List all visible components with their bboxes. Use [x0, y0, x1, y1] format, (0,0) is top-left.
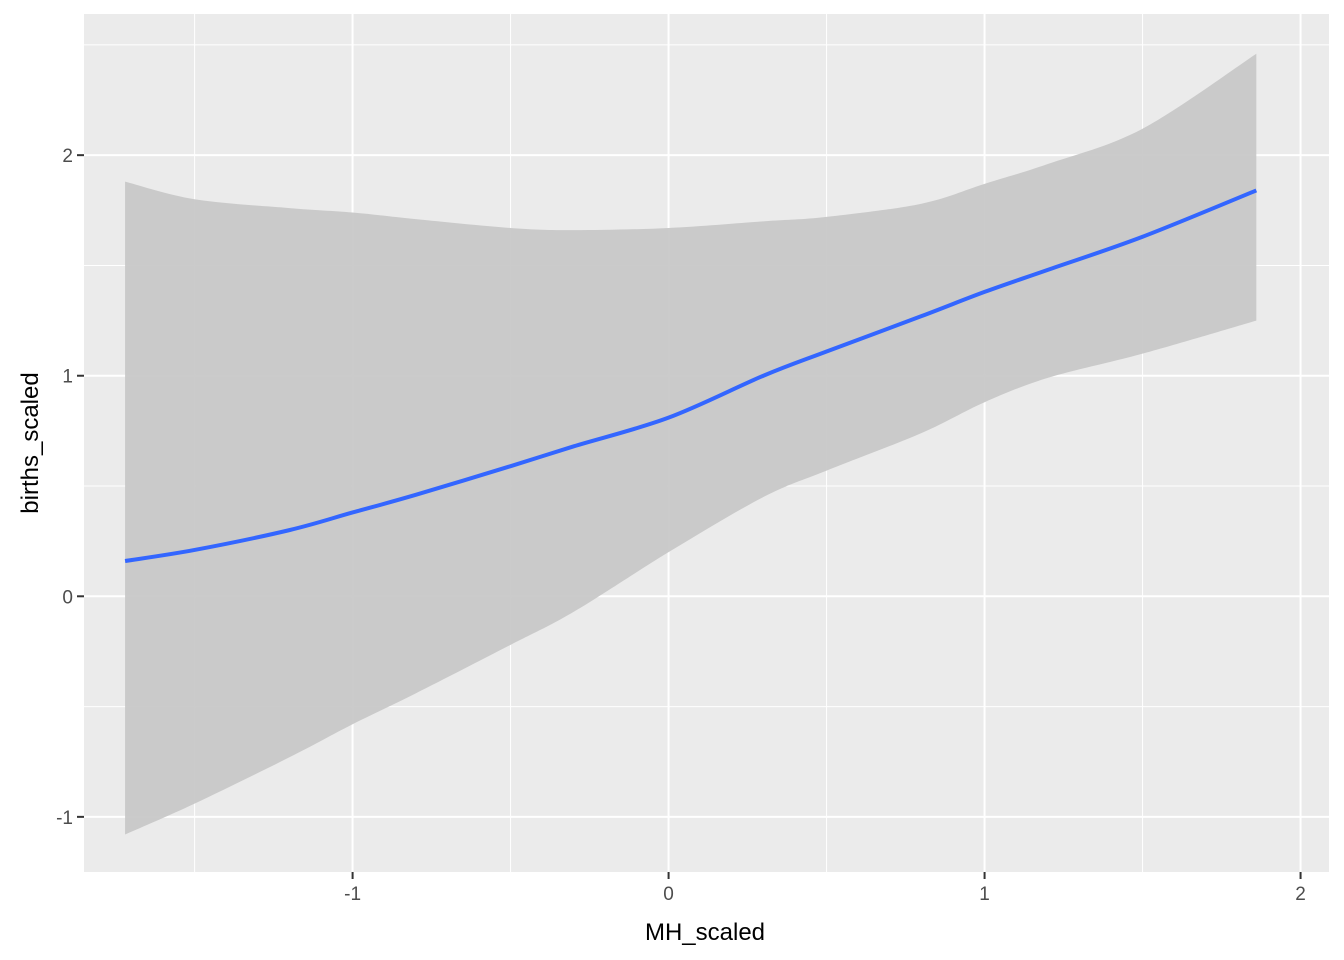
y-tick-label: 1 — [62, 367, 73, 388]
smooth-line — [124, 188, 1258, 563]
y-tick-label: 2 — [62, 146, 73, 167]
y-tick-label: -1 — [56, 808, 73, 829]
x-tick-label: 0 — [663, 884, 674, 905]
y-axis: -1 0 1 2 — [56, 146, 84, 829]
x-tick-label: 1 — [979, 884, 990, 905]
x-tick-label: -1 — [344, 884, 361, 905]
confidence-ribbon — [125, 53, 1257, 835]
y-axis-title: births_scaled — [17, 372, 44, 513]
x-axis: -1 0 1 2 — [344, 872, 1306, 905]
x-tick-label: 2 — [1295, 884, 1306, 905]
y-tick-label: 0 — [62, 587, 73, 608]
x-axis-title: MH_scaled — [645, 919, 765, 946]
